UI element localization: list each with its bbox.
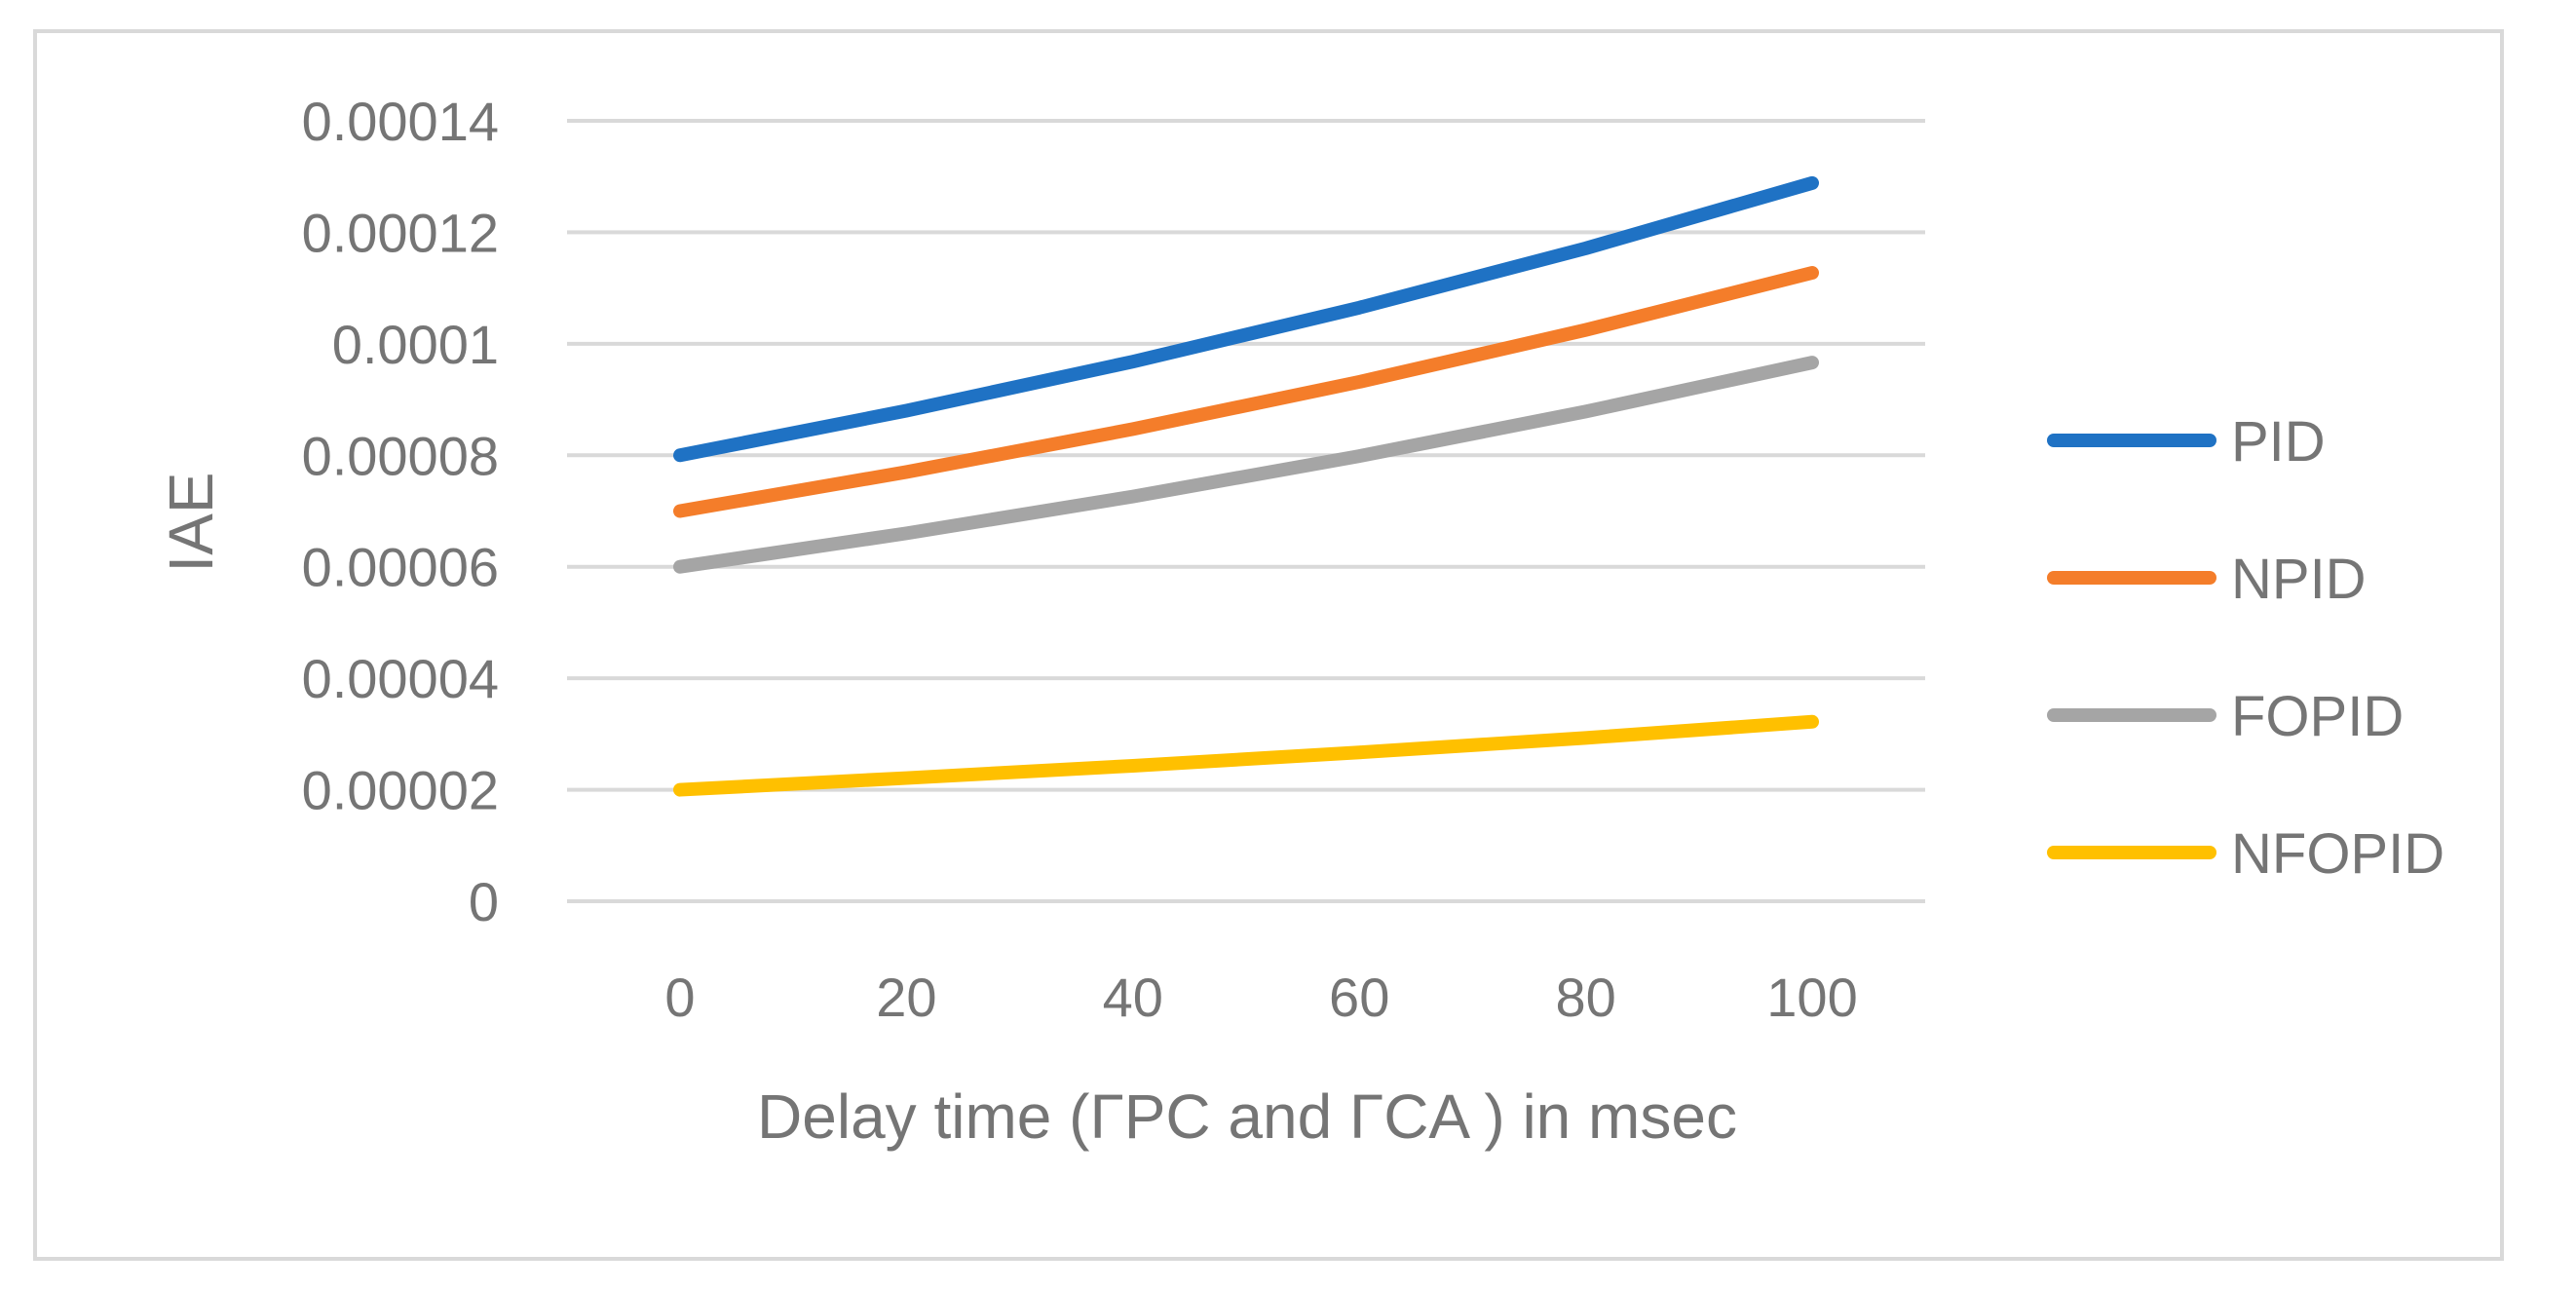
legend-item-fopid: FOPID (2047, 685, 2404, 748)
series-line-npid (673, 265, 1819, 518)
legend-label: PID (2231, 410, 2326, 474)
x-tick-label: 100 (1766, 967, 1857, 1028)
legend-label: NFOPID (2231, 822, 2444, 886)
x-tick-label: 40 (1103, 967, 1163, 1028)
x-axis-title: Delay time (ΓPC and ΓCA ) in msec (757, 1081, 1737, 1152)
series-line-nfopid (673, 714, 1819, 797)
x-tick-label: 0 (664, 967, 695, 1028)
legend: PID NPID FOPID NFOPID (2047, 410, 2444, 886)
y-tick-label: 0.0001 (332, 314, 499, 375)
y-tick-label: 0.00006 (302, 537, 499, 598)
chart-area (33, 29, 2504, 1261)
x-tick-label: 60 (1329, 967, 1389, 1028)
legend-label: NPID (2231, 548, 2367, 611)
legend-item-nfopid: NFOPID (2047, 822, 2444, 886)
y-tick-label: 0.00004 (302, 648, 499, 709)
series-lines (673, 175, 1819, 797)
legend-item-pid: PID (2047, 410, 2326, 474)
x-tick-label: 20 (876, 967, 936, 1028)
series-line-fopid (673, 356, 1819, 574)
y-tick-label: 0.00012 (302, 202, 499, 263)
y-axis-title: IAE (156, 472, 226, 572)
y-tick-label: 0 (469, 871, 499, 932)
x-axis-ticks: 0 20 40 60 80 100 (664, 967, 1857, 1028)
y-tick-label: 0.00014 (302, 91, 499, 152)
y-tick-label: 0.00008 (302, 425, 499, 486)
legend-label: FOPID (2231, 685, 2404, 748)
y-tick-label: 0.00002 (302, 760, 499, 821)
legend-item-npid: NPID (2047, 548, 2367, 611)
series-line-pid (673, 175, 1819, 463)
y-axis-ticks: 0 0.00002 0.00004 0.00006 0.00008 0.0001 0.000… (302, 91, 499, 932)
x-tick-label: 80 (1555, 967, 1615, 1028)
